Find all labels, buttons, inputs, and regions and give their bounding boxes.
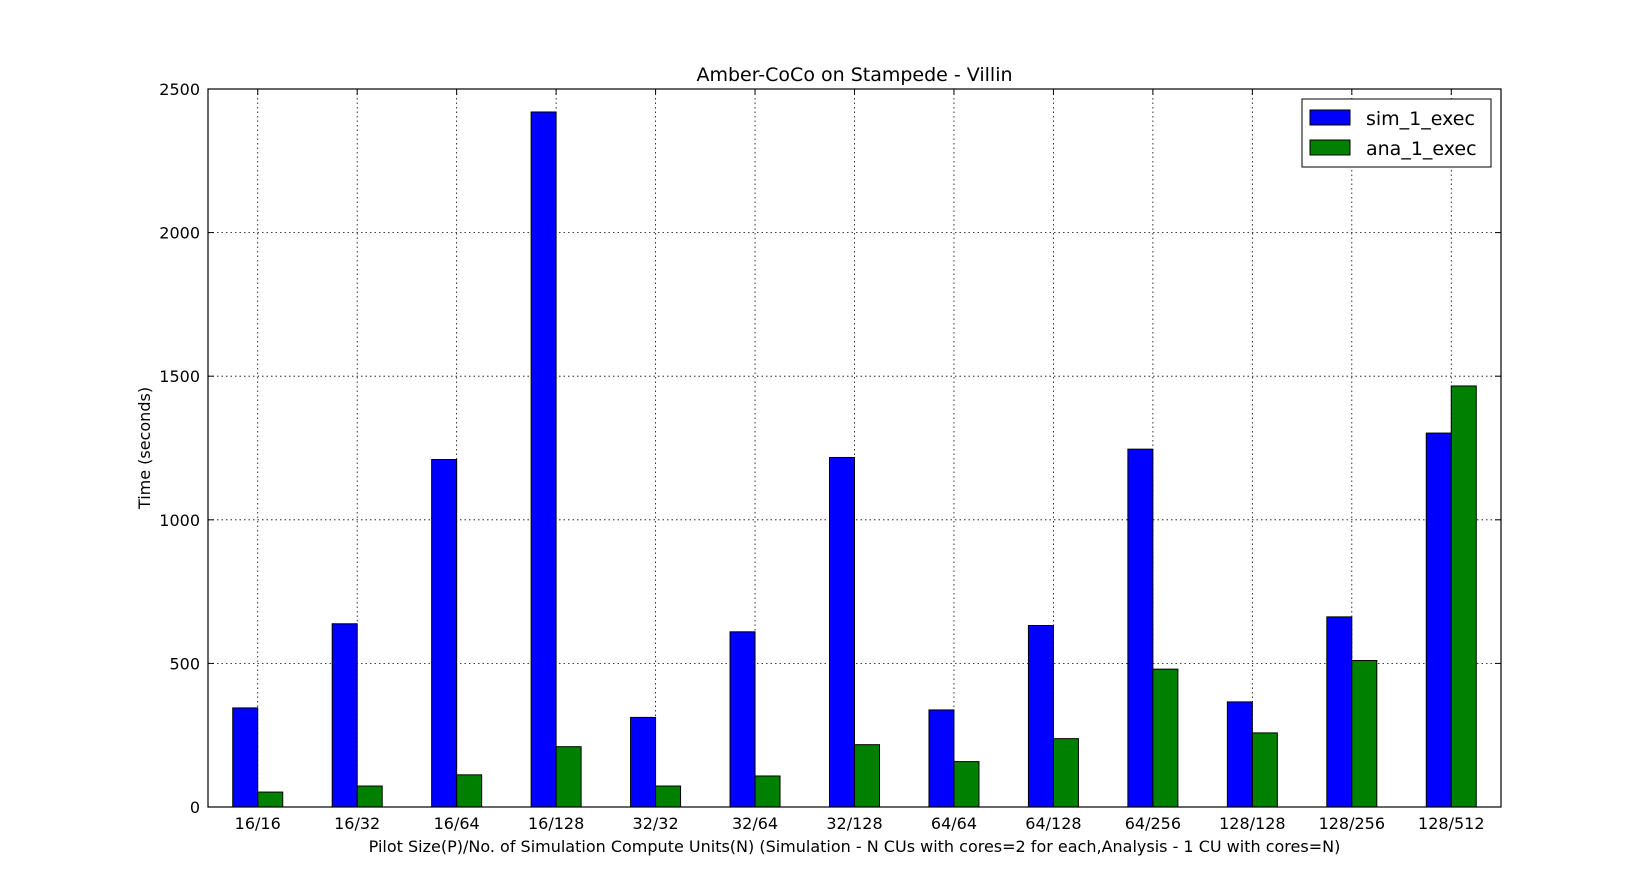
legend: sim_1_exec ana_1_exec <box>1301 98 1492 168</box>
y-axis-title: Time (seconds) <box>135 387 154 510</box>
y-tick-label: 500 <box>169 654 200 673</box>
bar-ana-1-exec-128-256 <box>1351 660 1378 808</box>
legend-label-sim-1-exec: sim_1_exec <box>1366 108 1475 130</box>
y-tick-label: 2000 <box>159 224 200 243</box>
bar-ana-1-exec-32-64 <box>754 775 781 808</box>
x-tick-label: 128/256 <box>1319 814 1385 833</box>
bar-ana-1-exec-16-16 <box>257 791 284 808</box>
y-tick-label: 2500 <box>159 80 200 99</box>
chart-title: Amber-CoCo on Stampede - Villin <box>696 64 1012 86</box>
x-tick-label: 16/64 <box>434 814 480 833</box>
bar-sim-1-exec-64-64 <box>928 709 955 808</box>
x-tick-label: 64/256 <box>1125 814 1181 833</box>
bar-ana-1-exec-128-512 <box>1450 385 1477 808</box>
y-tick-label: 0 <box>190 798 200 817</box>
x-tick-label: 128/512 <box>1418 814 1484 833</box>
bar-sim-1-exec-128-512 <box>1425 432 1452 808</box>
x-tick-label: 16/16 <box>235 814 281 833</box>
bar-sim-1-exec-32-32 <box>630 716 657 808</box>
bar-ana-1-exec-32-128 <box>854 744 880 808</box>
bar-sim-1-exec-16-32 <box>331 623 358 808</box>
bar-ana-1-exec-128-128 <box>1251 732 1278 808</box>
bar-ana-1-exec-16-32 <box>356 785 383 808</box>
x-tick-label: 64/64 <box>931 814 977 833</box>
bar-sim-1-exec-16-64 <box>431 458 458 808</box>
axis-ticks <box>208 88 1501 808</box>
x-tick-label: 32/32 <box>633 814 679 833</box>
bar-sim-1-exec-64-128 <box>1027 624 1054 808</box>
bar-sim-1-exec-128-256 <box>1326 616 1353 808</box>
tick-labels: 0 500 1000 1500 2000 2500 16/16 16/32 16/64 16/12… <box>159 80 1484 833</box>
x-tick-label: 16/128 <box>528 814 584 833</box>
bar-sim-1-exec-128-128 <box>1226 701 1253 808</box>
y-tick-label: 1500 <box>159 367 200 386</box>
x-axis-title: Pilot Size(P)/No. of Simulation Compute … <box>369 837 1341 856</box>
bar-ana-1-exec-16-64 <box>456 774 483 808</box>
bar-sim-1-exec-64-256 <box>1127 448 1154 808</box>
bar-ana-1-exec-16-128 <box>555 746 582 808</box>
bar-sim-1-exec-16-16 <box>232 707 259 808</box>
legend-swatch-ana-1-exec <box>1309 139 1351 156</box>
x-tick-label: 64/128 <box>1025 814 1081 833</box>
bar-ana-1-exec-32-32 <box>655 785 682 808</box>
x-tick-label: 32/64 <box>732 814 778 833</box>
x-tick-label: 16/32 <box>334 814 380 833</box>
bar-ana-1-exec-64-128 <box>1052 738 1079 808</box>
x-tick-label: 128/128 <box>1219 814 1285 833</box>
bars <box>232 111 1477 808</box>
bar-sim-1-exec-32-64 <box>729 631 756 808</box>
x-tick-label: 32/128 <box>826 814 882 833</box>
y-tick-label: 1000 <box>159 511 200 530</box>
legend-swatch-sim-1-exec <box>1309 109 1351 126</box>
bar-ana-1-exec-64-256 <box>1152 668 1179 808</box>
bar-sim-1-exec-32-128 <box>829 456 855 808</box>
legend-label-ana-1-exec: ana_1_exec <box>1366 138 1477 160</box>
bar-sim-1-exec-16-128 <box>530 111 557 808</box>
bar-ana-1-exec-64-64 <box>953 761 980 808</box>
